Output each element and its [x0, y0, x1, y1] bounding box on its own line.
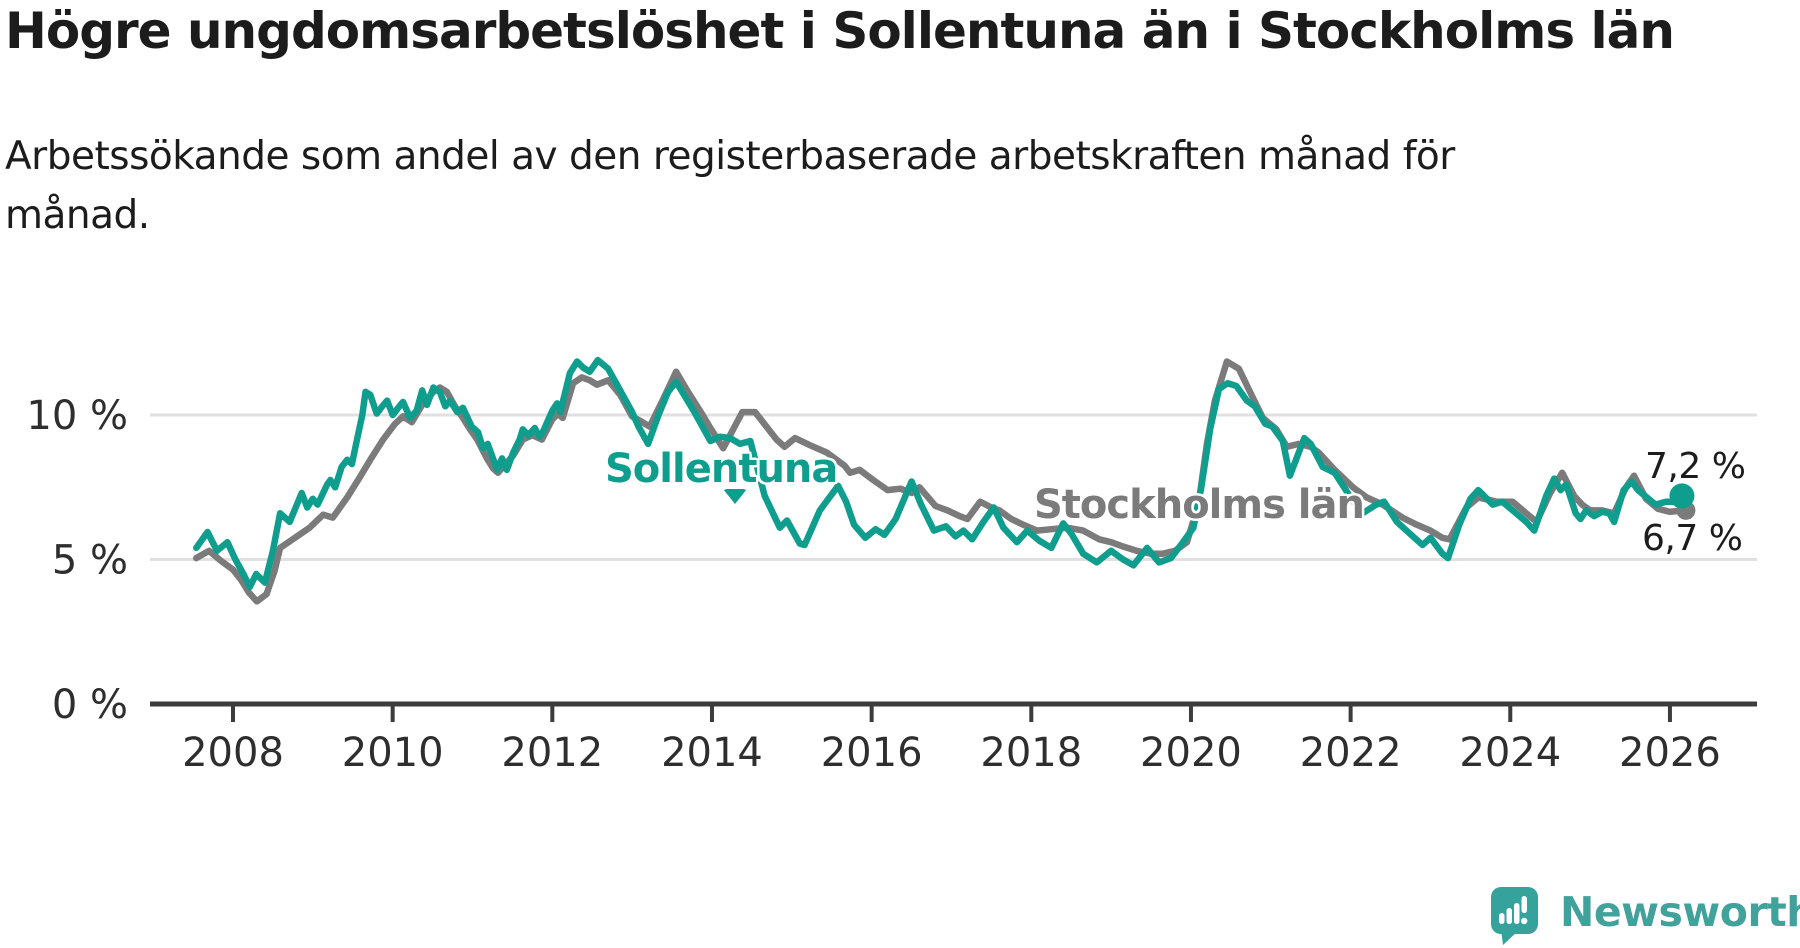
x-axis-tick-label: 2020 [1140, 730, 1242, 776]
y-axis-tick-label: 10 % [26, 393, 128, 439]
chart-subtitle: Arbetssökande som andel av den registerb… [5, 134, 1455, 238]
x-axis-tick-label: 2016 [821, 730, 923, 776]
y-axis-tick-label: 5 % [52, 538, 128, 584]
newsworthy-logo: Newsworthy [1490, 886, 1800, 946]
end-value-label-stockholms-lan: 6,7 % [1642, 518, 1743, 559]
x-axis-tick-label: 2018 [980, 730, 1082, 776]
series-label-sollentuna: Sollentuna [605, 446, 838, 492]
y-axis-tick-label: 0 % [52, 682, 128, 728]
x-axis-tick-label: 2024 [1459, 730, 1561, 776]
end-value-label-sollentuna: 7,2 % [1645, 446, 1746, 487]
newsworthy-logo-text: Newsworthy [1560, 888, 1800, 936]
series-end-dot-sollentuna [1669, 483, 1695, 509]
x-axis-tick-label: 2008 [182, 730, 284, 776]
x-axis-tick-label: 2010 [342, 730, 444, 776]
x-axis-tick-label: 2014 [661, 730, 763, 776]
x-axis-tick-label: 2026 [1619, 730, 1721, 776]
newsworthy-logo-icon [1491, 887, 1538, 945]
chart-title: Högre ungdomsarbetslöshet i Sollentuna ä… [5, 2, 1675, 60]
x-axis-tick-label: 2012 [501, 730, 603, 776]
series-label-stockholms-lan: Stockholms län [1034, 482, 1365, 528]
series-line-sollentuna [193, 356, 1686, 591]
sollentuna-label-arrow-icon [723, 489, 747, 504]
x-axis-tick-label: 2022 [1300, 730, 1402, 776]
